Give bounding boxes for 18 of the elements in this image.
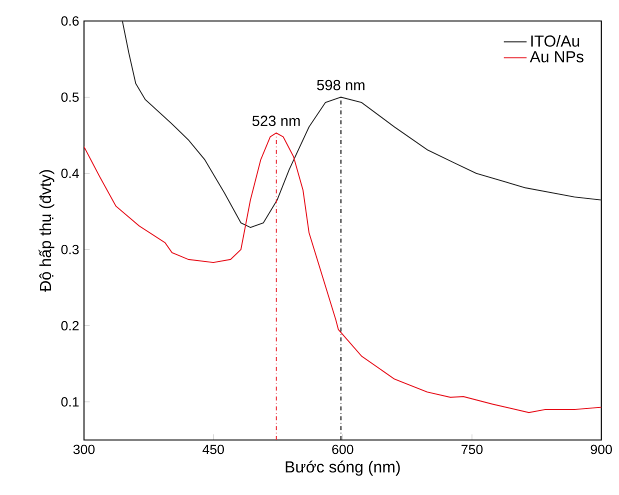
x-tick-label: 600 — [332, 444, 354, 454]
y-tick-label: 0.6 — [61, 16, 79, 26]
y-axis-title: Độ hấp thụ (đvty) — [38, 170, 54, 292]
x-tick-label: 450 — [202, 444, 224, 454]
y-tick-label: 0.4 — [61, 168, 79, 178]
annotation: 598 nm — [317, 80, 364, 90]
x-axis-title: Bước sóng (nm) — [286, 460, 400, 476]
x-tick-label: 300 — [73, 444, 95, 454]
x-tick-label: 900 — [590, 444, 612, 454]
y-tick-label: 0.3 — [61, 244, 79, 254]
y-tick-label: 0.2 — [61, 321, 79, 330]
annotation: 523 nm — [252, 116, 300, 126]
x-tick-label: 750 — [462, 444, 483, 454]
line-series — [122, 21, 602, 228]
legend-label: Au NPs — [530, 51, 584, 62]
legend-label: ITO/Au — [531, 34, 580, 47]
y-tick-label: 0.1 — [61, 397, 79, 407]
y-tick-label: 0.5 — [61, 92, 79, 102]
